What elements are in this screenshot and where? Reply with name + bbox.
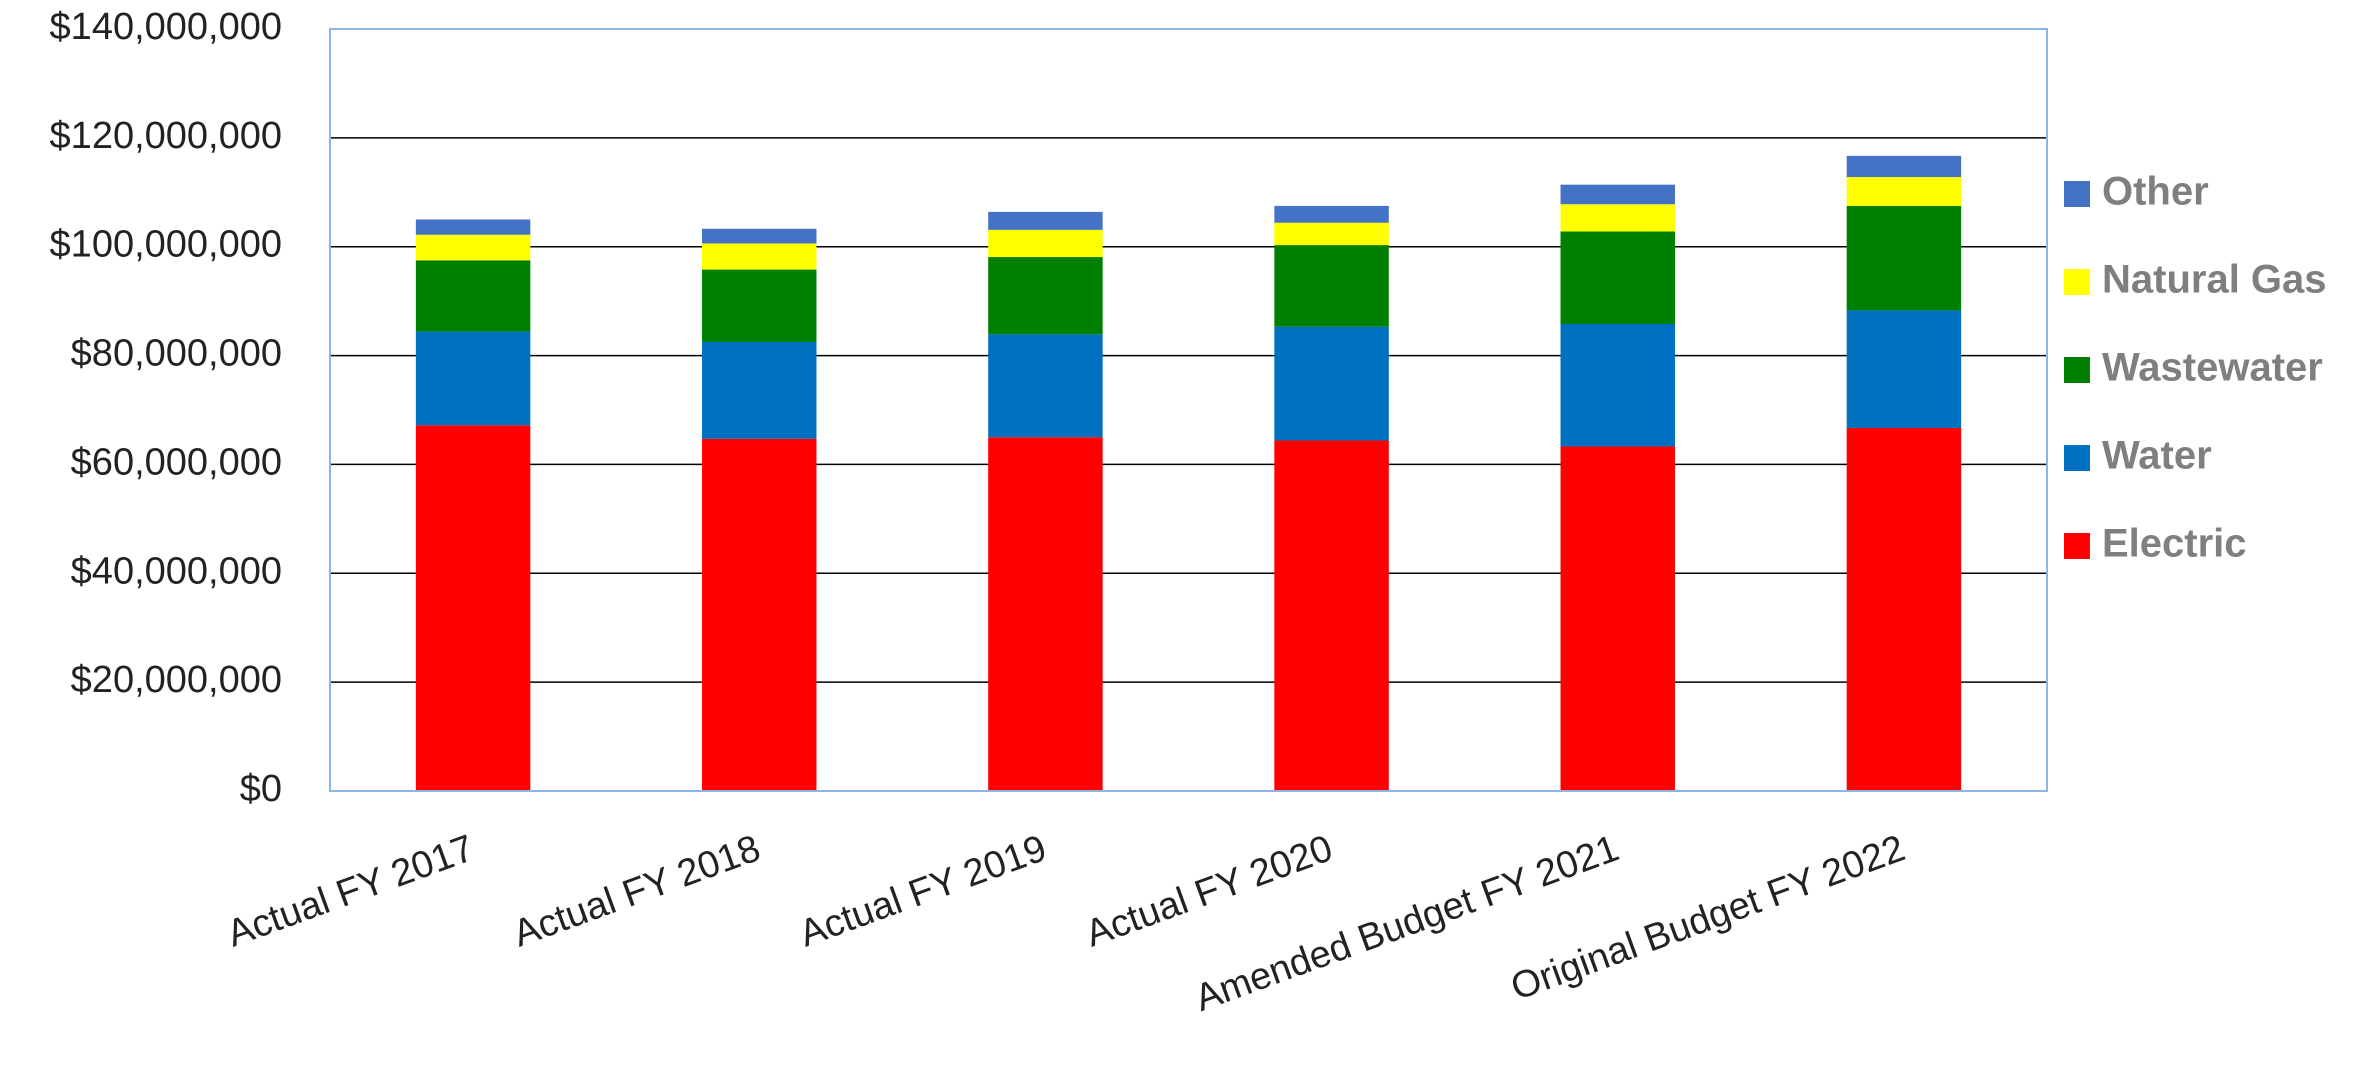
bar-segment xyxy=(1846,205,1962,311)
bar-segment xyxy=(1560,446,1675,791)
x-tick-label: Actual FY 2020 xyxy=(1080,827,1338,955)
bar-segment xyxy=(1846,427,1962,791)
bar-segment xyxy=(415,260,531,332)
x-tick-label: Actual FY 2019 xyxy=(794,827,1052,955)
bar-segment xyxy=(415,331,531,426)
bar-segment xyxy=(988,229,1103,258)
bar-segment xyxy=(988,211,1103,230)
legend-label: Natural Gas xyxy=(2102,258,2327,302)
y-tick-label: $120,000,000 xyxy=(50,115,282,157)
bar-segment xyxy=(1846,177,1962,206)
x-tick-label: Actual FY 2017 xyxy=(222,827,480,955)
legend-label: Wastewater xyxy=(2102,346,2323,390)
y-tick-label: $80,000,000 xyxy=(71,333,282,375)
bar-segment xyxy=(415,234,531,261)
bar-segment xyxy=(1846,155,1962,178)
plot-border xyxy=(329,28,2048,792)
legend-label: Electric xyxy=(2102,522,2247,566)
bar-segment xyxy=(988,437,1103,791)
y-tick-label: $60,000,000 xyxy=(71,441,282,483)
bar-segment xyxy=(415,425,531,791)
y-tick-label: $20,000,000 xyxy=(71,659,282,701)
bar-segment xyxy=(702,228,817,244)
legend-swatch xyxy=(2064,181,2090,207)
bar-segment xyxy=(702,269,817,342)
plot-area xyxy=(330,29,2047,791)
bar-segment xyxy=(702,438,817,791)
legend-swatch xyxy=(2064,357,2090,383)
bar-segment xyxy=(702,243,817,270)
bar-segment xyxy=(1274,326,1389,441)
bar-segment xyxy=(1560,231,1675,325)
legend-swatch xyxy=(2064,269,2090,295)
bar-segment xyxy=(702,341,817,439)
bar-segment xyxy=(1560,324,1675,447)
bar-segment xyxy=(988,257,1103,335)
y-tick-label: $100,000,000 xyxy=(50,224,282,266)
legend-swatch xyxy=(2064,533,2090,559)
bar-segment xyxy=(415,219,531,235)
legend-swatch xyxy=(2064,445,2090,471)
legend-label: Other xyxy=(2102,170,2209,214)
bar-segment xyxy=(1560,204,1675,232)
x-tick-label: Actual FY 2018 xyxy=(508,827,766,955)
bar-segment xyxy=(1274,245,1389,327)
bar-segment xyxy=(988,334,1103,438)
y-tick-label: $0 xyxy=(240,768,282,810)
bar-segment xyxy=(1846,310,1962,428)
bar-segment xyxy=(1274,222,1389,246)
bar-segment xyxy=(1274,440,1389,791)
y-tick-label: $40,000,000 xyxy=(71,550,282,592)
y-tick-label: $140,000,000 xyxy=(50,6,282,48)
legend-label: Water xyxy=(2102,434,2212,478)
bar-segment xyxy=(1274,205,1389,223)
bar-segment xyxy=(1560,184,1675,205)
